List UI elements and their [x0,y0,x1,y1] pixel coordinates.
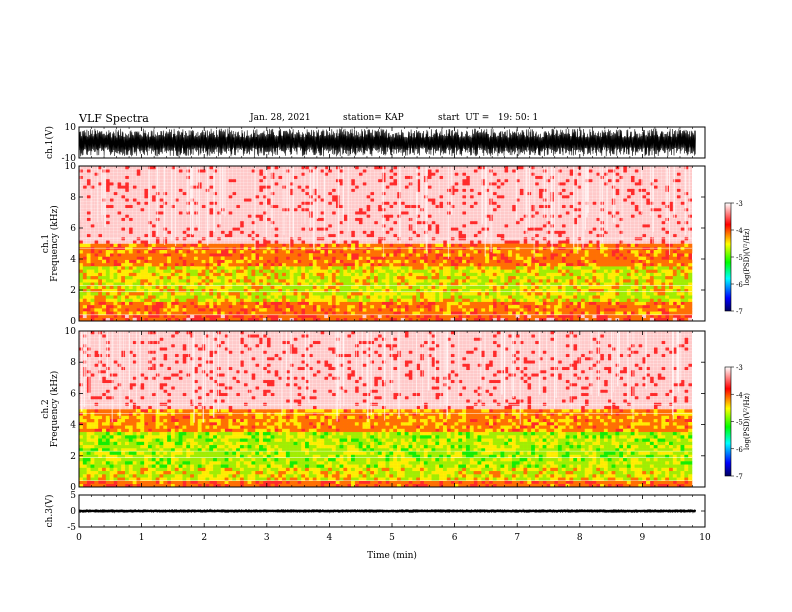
ch1-spectrogram-colorbar [724,202,732,312]
ch1-spectrogram-colorbar-tick: -7 [736,308,743,316]
x-tick-label: 6 [452,533,458,543]
start-time-label: start UT = 19: 50: 1 [438,113,539,123]
ch1-waveform-trace [78,128,696,157]
ch2-spectrogram-ytick-label: 2 [70,452,76,462]
ch1-spectrogram-ylabel: ch.1 [41,234,51,253]
ch2-spectrogram-ytick-label: 4 [70,421,76,431]
ch2-spectrogram-colorbar-tick: -3 [736,364,743,372]
x-tick-label: 9 [640,533,646,543]
ch2-spectrogram-ylabel: ch.2 [41,399,51,418]
x-tick-label: 8 [577,533,583,543]
ch3-waveform-ytick-label: 5 [70,491,76,501]
ch1-spectrogram-ytick-label: 4 [70,255,76,265]
date-label: Jan. 28, 2021 [250,113,311,123]
ch3-waveform-ytick-label: -5 [67,523,76,533]
ch1-waveform-ylabel: ch.1(V) [44,126,55,159]
ch1-spectrogram-colorbar-tick: -5 [736,254,743,262]
ch1-spectrogram-colorbar-tick: -6 [736,281,743,289]
x-tick-label: 7 [514,533,520,543]
ch2-spectrogram-ytick-label: 8 [70,358,76,368]
ch2-spectrogram-ylabel: Frequency (kHz) [49,371,60,448]
ch1-spectrogram-colorbar-label: log(PSD)(V²/Hz) [743,228,751,285]
ch1-waveform-ytick-label: 10 [65,123,77,133]
ch1-spectrogram-colorbar-tick: -4 [736,227,743,235]
ch2-spectrogram-colorbar-tick: -7 [736,473,743,481]
ch3-waveform-ylabel: ch.3(V) [44,495,55,528]
x-tick-label: 2 [201,533,207,543]
ch3-waveform-ytick-label: 0 [70,507,76,517]
ch2-spectrogram-colorbar-tick: -6 [736,446,743,454]
ch1-waveform-ytick-label: -10 [62,154,77,164]
ch2-spectrogram-ytick-label: 10 [65,327,77,337]
station-label: station= KAP [343,113,404,123]
ch2-spectrogram-ytick-label: 6 [70,389,76,399]
ch1-spectrogram-ytick-label: 10 [65,162,77,172]
x-tick-label: 0 [76,533,82,543]
ch1-spectrogram-ytick-label: 2 [70,286,76,296]
x-tick-label: 10 [699,533,711,543]
ch2-spectrogram-colorbar-tick: -4 [736,391,743,399]
ch2-spectrogram-colorbar-label: log(PSD)(V²/Hz) [743,393,751,450]
ch1-spectrogram-ytick-label: 0 [70,317,76,327]
ch1-spectrogram-pixels [79,166,693,322]
ch2-spectrogram-colorbar-tick: -5 [736,419,743,427]
x-tick-label: 1 [139,533,145,543]
x-tick-label: 3 [264,533,270,543]
ch1-spectrogram-colorbar-tick: -3 [736,200,743,208]
chart-title: VLF Spectra [79,112,149,125]
x-tick-label: 4 [327,533,333,543]
ch3-waveform-trace [78,508,697,514]
ch1-spectrogram-ylabel: Frequency (kHz) [49,205,60,282]
ch1-spectrogram-ytick-label: 8 [70,193,76,203]
ch2-spectrogram-pixels [79,331,693,488]
x-tick-label: 5 [389,533,395,543]
ch1-spectrogram-ytick-label: 6 [70,224,76,234]
x-axis-label: Time (min) [367,550,417,561]
ch2-spectrogram-colorbar [724,366,732,477]
ch2-spectrogram-ytick-label: 0 [70,483,76,493]
